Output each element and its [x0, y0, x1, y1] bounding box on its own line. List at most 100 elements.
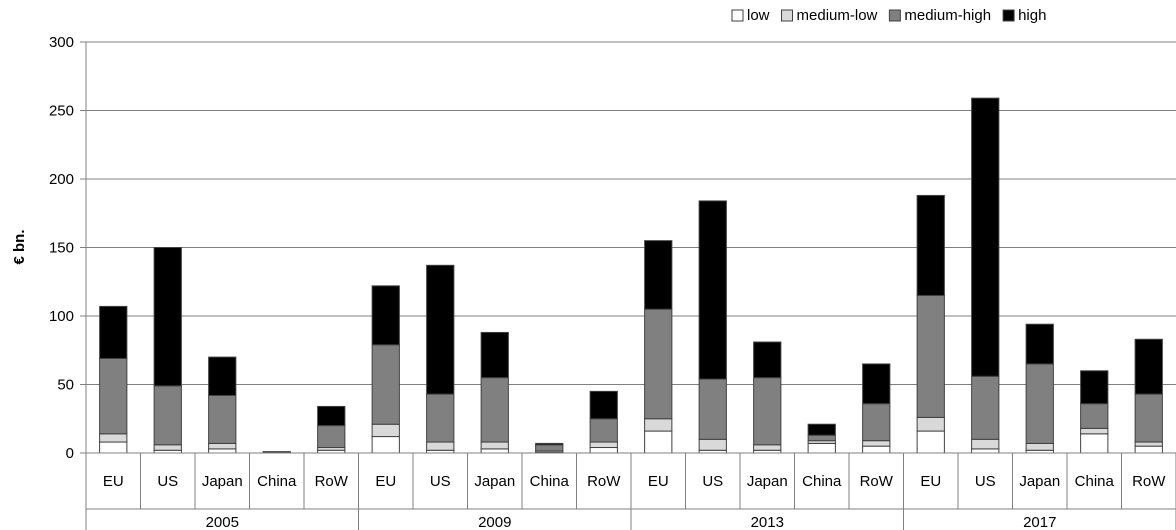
bar-segment-high	[208, 356, 237, 396]
bar-segment-low	[208, 448, 237, 454]
category-label: EU	[648, 473, 669, 490]
legend-swatch	[1002, 9, 1015, 22]
axes: 0 50 100 150 200 250 300 EU US Japan China RoW 2005 E…	[49, 34, 1176, 530]
bar-segment-medium-low	[698, 438, 727, 451]
bar-segment-low	[644, 430, 673, 454]
category-label: China	[1075, 473, 1115, 490]
grid-lines	[86, 41, 1176, 385]
bar-segment-high	[644, 240, 673, 310]
bar-segment-low	[1080, 433, 1109, 454]
bar-segment-high	[698, 200, 727, 380]
bar-segment-high	[1080, 370, 1109, 405]
bar-segment-high	[153, 247, 182, 387]
bar-segment-medium-high	[1134, 393, 1163, 443]
bar-segment-medium-high	[589, 418, 618, 443]
category-label: China	[530, 473, 570, 490]
category-label: US	[430, 473, 451, 490]
bar-segment-high	[99, 305, 128, 359]
bar-segment-low	[99, 441, 128, 454]
y-tick-label: 250	[49, 103, 74, 120]
category-label: EU	[920, 473, 941, 490]
category-label: China	[802, 473, 842, 490]
bar-segment-high	[1025, 323, 1054, 365]
bar-segment-high	[1134, 338, 1163, 395]
bar-segment-medium-low	[1025, 442, 1054, 451]
y-tick-label: 50	[57, 377, 74, 394]
y-tick-label: 150	[49, 240, 74, 257]
group-label: 2017	[1023, 514, 1056, 530]
bar-segment-high	[480, 331, 509, 379]
bar-segment-medium-low	[426, 441, 455, 451]
bar-segment-low	[589, 447, 618, 454]
bar-segment-low	[807, 442, 836, 454]
bar-segment-medium-low	[971, 438, 1000, 450]
bar-segment-high	[807, 423, 836, 436]
legend-swatch	[781, 9, 794, 22]
bar-segment-low	[971, 448, 1000, 454]
category-label: RoW	[1132, 473, 1166, 490]
bar-segment-medium-high	[807, 434, 836, 442]
bar-segment-medium-high	[1080, 403, 1109, 429]
legend-label: high	[1018, 7, 1046, 24]
bar-segment-medium-high	[862, 403, 891, 442]
bar-segment-medium-high	[644, 308, 673, 420]
category-label: EU	[375, 473, 396, 490]
bar-segment-high	[371, 285, 400, 346]
legend-label: low	[747, 7, 770, 24]
y-tick-label: 200	[49, 171, 74, 188]
bar-segment-medium-high	[371, 344, 400, 425]
legend-swatch	[731, 9, 744, 22]
category-label: Japan	[1019, 473, 1060, 490]
bar-segment-low	[480, 448, 509, 454]
bar-segment-medium-high	[262, 451, 291, 453]
bar-segment-medium-low	[480, 441, 509, 450]
bar-segment-medium-high	[971, 375, 1000, 440]
category-label: Japan	[747, 473, 788, 490]
y-axis-label: € bn.	[11, 229, 28, 264]
category-label: RoW	[860, 473, 894, 490]
bar-segment-medium-high	[99, 357, 128, 435]
group-label: 2009	[478, 514, 511, 530]
bar-segment-medium-high	[426, 393, 455, 443]
bar-segment-high	[426, 264, 455, 395]
bar-segment-low	[916, 430, 945, 454]
legend-label: medium-high	[904, 7, 991, 24]
bar-segment-medium-low	[99, 433, 128, 443]
bar-segment-medium-high	[753, 377, 782, 446]
bar-segment-high	[535, 442, 564, 446]
bar-segment-high	[971, 97, 1000, 377]
category-label: US	[975, 473, 996, 490]
group-label: 2013	[751, 514, 784, 530]
bar-segment-medium-low	[644, 418, 673, 432]
legend-swatch	[888, 9, 901, 22]
category-label: RoW	[587, 473, 621, 490]
bar-segment-high	[753, 341, 782, 379]
category-label: US	[157, 473, 178, 490]
bars	[99, 97, 1163, 454]
bar-segment-medium-high	[208, 394, 237, 444]
bar-segment-medium-high	[535, 444, 564, 452]
category-label: RoW	[315, 473, 349, 490]
bar-segment-medium-low	[862, 440, 891, 447]
category-label: EU	[103, 473, 124, 490]
category-label: US	[702, 473, 723, 490]
legend: low medium-low medium-high high	[731, 7, 1046, 24]
bar-segment-medium-high	[480, 377, 509, 443]
bar-segment-medium-low	[208, 442, 237, 450]
bar-segment-low	[862, 445, 891, 454]
legend-label: medium-low	[797, 7, 878, 24]
bar-segment-low	[1134, 445, 1163, 454]
bar-segment-medium-low	[916, 416, 945, 432]
bar-segment-medium-low	[1080, 427, 1109, 435]
bar-segment-high	[862, 363, 891, 405]
bar-segment-high	[317, 405, 346, 427]
bar-segment-high	[916, 194, 945, 296]
bar-segment-medium-high	[916, 294, 945, 418]
y-tick-label: 100	[49, 308, 74, 325]
category-label: China	[257, 473, 297, 490]
bar-segment-medium-low	[1134, 441, 1163, 447]
bar-segment-medium-high	[317, 425, 346, 449]
bar-segment-high	[589, 390, 618, 420]
y-tick-label: 0	[66, 445, 74, 462]
